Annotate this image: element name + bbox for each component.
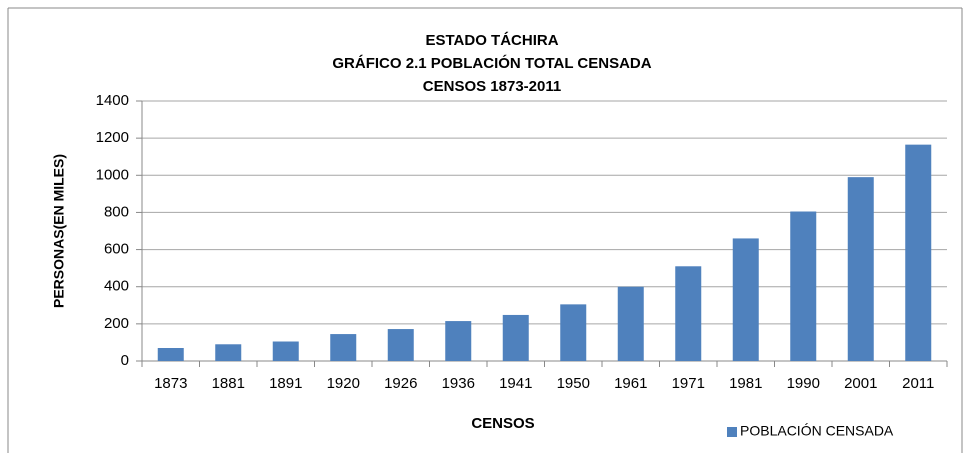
x-tick-label: 1941 — [499, 375, 532, 392]
y-axis-label: PERSONAS(EN MILES) — [51, 154, 67, 308]
bar — [675, 266, 702, 361]
y-tick-label: 0 — [121, 352, 129, 369]
x-tick-label: 2011 — [902, 375, 934, 392]
x-tick-label: 2001 — [844, 375, 877, 392]
y-tick-label: 1200 — [96, 129, 129, 146]
chart-title: CENSOS 1873-2011 — [423, 78, 561, 95]
bar — [732, 238, 759, 361]
bar — [330, 334, 357, 361]
y-tick-label: 200 — [104, 315, 129, 332]
x-tick-label: 1926 — [384, 375, 417, 392]
x-tick-label: 1873 — [154, 375, 187, 392]
bar — [272, 341, 299, 361]
x-tick-label: 1990 — [787, 375, 820, 392]
x-tick-label: 1971 — [672, 375, 705, 392]
x-tick-label: 1936 — [442, 375, 475, 392]
x-tick-label: 1961 — [614, 375, 647, 392]
legend-label: POBLACIÓN CENSADA — [740, 423, 894, 439]
chart-title: GRÁFICO 2.1 POBLACIÓN TOTAL CENSADA — [332, 54, 651, 72]
x-axis-label: CENSOS — [471, 415, 534, 432]
y-tick-label: 400 — [104, 278, 129, 295]
bar — [502, 314, 529, 361]
bar — [445, 321, 472, 361]
chart-title: ESTADO TÁCHIRA — [425, 32, 558, 49]
bar — [617, 286, 644, 361]
bar — [157, 348, 184, 361]
bar — [790, 211, 817, 361]
bar — [387, 329, 414, 361]
x-tick-label: 1891 — [269, 375, 302, 392]
y-tick-label: 1400 — [96, 92, 129, 109]
y-tick-label: 600 — [104, 241, 129, 258]
bar — [215, 344, 242, 361]
x-tick-label: 1920 — [327, 375, 360, 392]
x-tick-label: 1981 — [729, 375, 762, 392]
bar — [905, 144, 932, 361]
x-tick-label: 1950 — [557, 375, 590, 392]
y-tick-label: 800 — [104, 203, 129, 220]
bar — [560, 304, 587, 361]
legend-swatch — [727, 427, 737, 437]
y-tick-label: 1000 — [96, 166, 129, 183]
x-tick-label: 1881 — [212, 375, 245, 392]
bar — [847, 177, 874, 361]
